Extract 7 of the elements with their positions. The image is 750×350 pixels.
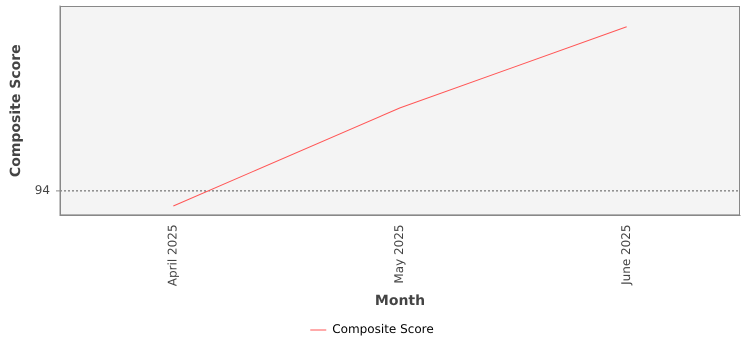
y-axis-title: Composite Score (8, 44, 24, 178)
x-tick-label: May 2025 (392, 224, 406, 284)
x-axis-title: Month (374, 293, 426, 310)
x-tick-label: June 2025 (618, 224, 633, 286)
legend-label: Composite Score (332, 322, 434, 336)
text: 94 (34, 183, 50, 198)
x-tick-label: April 2025 (165, 224, 180, 286)
